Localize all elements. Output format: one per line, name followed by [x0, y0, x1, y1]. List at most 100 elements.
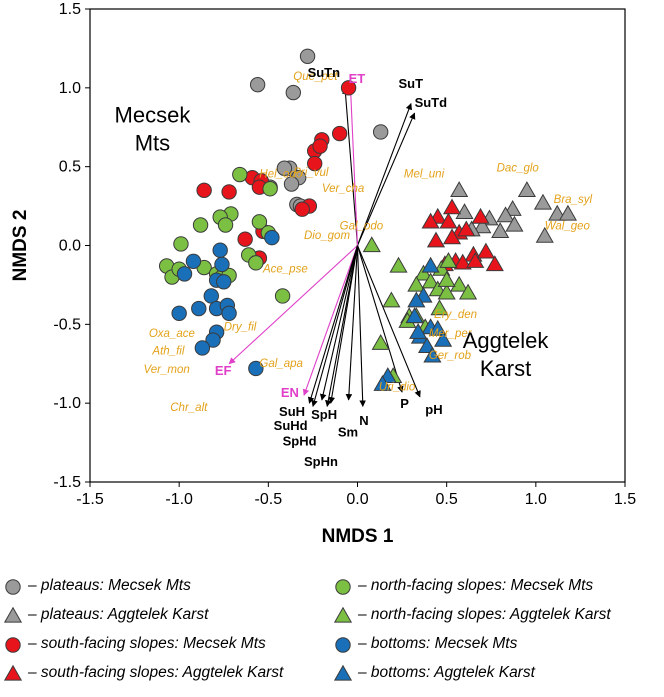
legend-item: – south-facing slopes: Mecsek Mts — [3, 632, 266, 656]
species-label: Mer_per — [429, 328, 473, 340]
data-point — [466, 252, 485, 268]
species-label: Ver_mon — [144, 364, 190, 376]
data-point — [407, 291, 426, 308]
data-point — [251, 214, 268, 230]
data-point — [421, 272, 440, 289]
x-tick-label: -1.5 — [76, 491, 104, 508]
x-tick-label: -1.0 — [165, 491, 193, 508]
legend-symbol — [335, 579, 351, 595]
x-tick-label: 1.0 — [525, 491, 547, 508]
data-point — [307, 155, 323, 172]
data-point — [249, 76, 266, 93]
y-tick-label: -1.0 — [53, 395, 81, 412]
species-label: Gal_apa — [259, 358, 302, 370]
vector-arrow — [228, 245, 358, 365]
data-point — [248, 255, 264, 271]
data-point — [421, 212, 440, 229]
data-point — [283, 176, 300, 192]
species-label: Que_pet — [293, 71, 338, 83]
data-point — [191, 300, 207, 317]
species-label: Ver_cha — [322, 183, 364, 195]
data-point — [491, 222, 510, 238]
species-label: Pri_vul — [293, 167, 329, 179]
data-point — [389, 256, 408, 273]
data-point — [430, 299, 449, 316]
legend-item: – north-facing slopes: Aggtelek Karst — [333, 603, 611, 627]
legend-item: – bottoms: Mecsek Mts — [333, 632, 517, 656]
y-tick-label: 0.5 — [59, 159, 81, 176]
legend-symbol — [3, 606, 23, 623]
vector-arrow — [319, 245, 359, 401]
species-label: Bra_syl — [554, 194, 593, 206]
legend-marker — [3, 606, 23, 623]
legend-marker — [335, 637, 351, 653]
vector-label: P — [400, 396, 409, 411]
data-point — [299, 48, 316, 64]
y-axis-label: NMDS 2 — [10, 210, 31, 282]
legend-text: – north-facing slopes: Mecsek Mts — [358, 577, 594, 594]
species-label: Mel_uni — [404, 169, 445, 181]
data-point — [216, 274, 232, 290]
vector-arrow — [328, 245, 359, 404]
species-label: Dio_gom — [304, 230, 350, 242]
legend-marker — [333, 664, 353, 681]
species-label: Uri_dio — [379, 382, 416, 394]
vector-arrow — [342, 87, 359, 246]
data-point — [442, 228, 462, 245]
legend-symbol — [5, 637, 21, 653]
data-point — [372, 124, 389, 140]
data-point — [212, 242, 228, 258]
vector-label: SpHn — [304, 454, 338, 469]
vector-label: pH — [425, 402, 442, 417]
legend-item: – plateaus: Aggtelek Karst — [3, 603, 208, 627]
vector-label: SpH — [311, 407, 337, 422]
y-tick-label: 1.0 — [59, 80, 81, 97]
legend-text: – plateaus: Mecsek Mts — [28, 577, 191, 594]
species-label: Ace_pse — [262, 263, 308, 275]
region-label: Mecsek Mts — [115, 103, 192, 156]
legend-marker — [5, 579, 21, 595]
data-point — [371, 334, 390, 350]
vector-label: SuT — [399, 76, 424, 91]
legend-text: – bottoms: Aggtelek Karst — [358, 664, 535, 681]
species-label: Oxa_ace — [149, 328, 195, 340]
species-label: Ger_rob — [429, 350, 472, 362]
data-point — [437, 283, 456, 300]
species-labels: Que_pet Pri_vul Ver_cha Hel_odo Dio_gomGal_o… — [144, 71, 593, 414]
nmds-plot: Que_pet Pri_vul Ver_cha Hel_odo Dio_gomGal_o… — [10, 1, 636, 547]
data-point — [194, 340, 211, 356]
data-point — [428, 319, 447, 336]
vector-label: SuTd — [415, 95, 448, 110]
species-label: Dac_glo — [497, 162, 540, 174]
data-point — [450, 275, 469, 292]
data-point — [505, 215, 524, 232]
data-point — [409, 323, 428, 339]
vector-arrow — [307, 245, 359, 404]
vector-arrow — [356, 112, 416, 246]
y-tick-label: -1.5 — [53, 474, 81, 491]
legend-symbol — [333, 606, 353, 623]
vector-arrow — [302, 245, 359, 396]
axes: -1.5 -1.0 -0.5 0.0 0.5 1.0 1.5 -1.5 -1.0 -0.5 0.0 0… — [10, 1, 636, 547]
data-point — [362, 236, 381, 253]
region-label: Aggtelek Karst — [463, 328, 550, 381]
data-point — [285, 84, 301, 101]
legend-symbol — [3, 664, 23, 681]
data-point — [171, 305, 187, 321]
data-point — [264, 229, 280, 246]
legend-symbol — [333, 664, 353, 681]
data-point — [414, 264, 433, 281]
species-label: Ath_fil — [151, 345, 184, 357]
species-label: Chr_alt — [170, 402, 208, 414]
data-point — [373, 375, 392, 391]
vector-arrow — [347, 84, 359, 246]
data-point — [405, 307, 424, 324]
data-point — [426, 231, 446, 248]
data-point — [439, 212, 458, 229]
legend: – plateaus: Mecsek Mts – north-facing slo… — [0, 570, 664, 697]
species-label: Wal_geo — [545, 221, 591, 233]
data-point — [205, 332, 221, 348]
y-tick-label: 1.5 — [59, 1, 81, 18]
data-point — [274, 288, 291, 304]
